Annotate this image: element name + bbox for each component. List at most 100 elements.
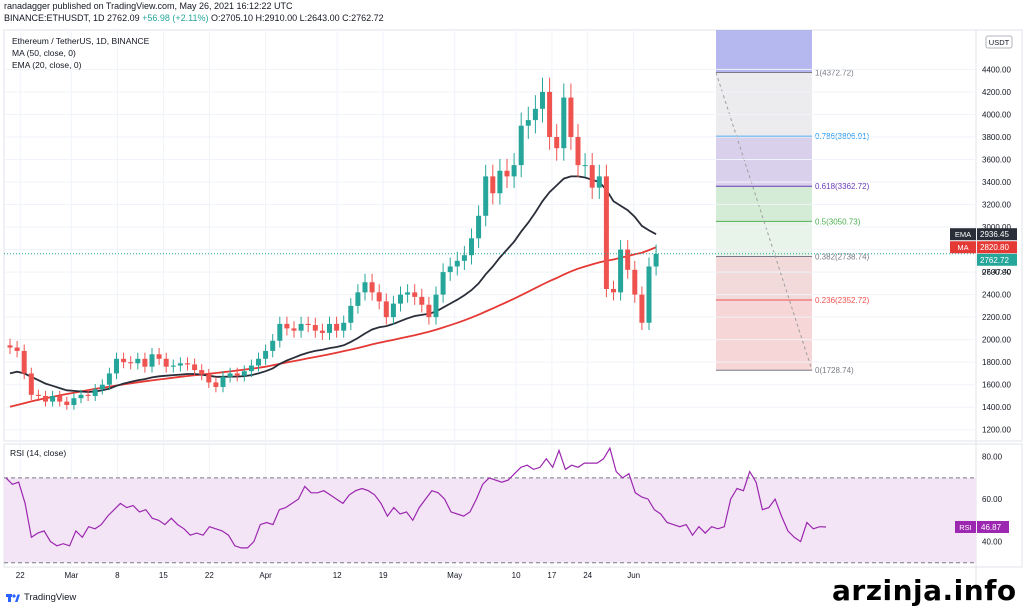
ma-price-tag-label-bg xyxy=(950,241,976,254)
time-tick-label: 15 xyxy=(159,571,168,580)
rsi-tag-value: 46.87 xyxy=(981,523,1002,532)
candle-body xyxy=(256,358,261,366)
fib-zone-0.5 xyxy=(716,186,812,222)
candle-body xyxy=(454,260,460,267)
rsi-legend[interactable]: RSI (14, close) xyxy=(10,448,67,458)
candle-body xyxy=(355,292,361,306)
candle-body xyxy=(341,322,347,331)
fib-level-label: 0.5(3050.73) xyxy=(815,217,861,226)
candle-body xyxy=(114,358,119,374)
rsi-tick-label: 80.00 xyxy=(982,453,1003,462)
watermark: arzinja.info xyxy=(832,574,1017,607)
symbol-info: BINANCE:ETHUSDT, 1D 2762.09 +56.98 (+2.1… xyxy=(4,13,384,23)
time-tick-label: Jun xyxy=(627,571,640,580)
ema-price-tag: EMA 2936.45 xyxy=(950,228,1017,241)
candle-body xyxy=(376,292,382,302)
time-tick-label: 24 xyxy=(583,571,592,580)
candle-body xyxy=(92,389,98,396)
candles-group xyxy=(7,77,659,410)
candle-body xyxy=(277,323,283,341)
candle-body xyxy=(554,136,560,149)
publisher-name: ranadagger xyxy=(4,1,51,11)
candle-body xyxy=(319,330,325,333)
candle-body xyxy=(334,323,340,331)
rsi-tag-label-bg xyxy=(955,520,976,533)
candle-body xyxy=(596,176,602,188)
ema-price-tag-value: 2936.45 xyxy=(980,230,1009,239)
price-tick-label: 2400.00 xyxy=(982,291,1011,300)
rsi-band xyxy=(4,477,976,563)
candle-body xyxy=(603,176,609,289)
price-tick-label: 1600.00 xyxy=(982,381,1011,390)
price-tick-label: 3200.00 xyxy=(982,201,1011,210)
candle-body xyxy=(199,370,205,375)
candle-body xyxy=(625,249,631,270)
price-tick-label: 4400.00 xyxy=(982,65,1011,74)
candle-body xyxy=(504,170,510,177)
candle-body xyxy=(561,97,567,149)
rsi-tick-label: 40.00 xyxy=(982,538,1003,547)
candle-body xyxy=(348,305,354,323)
time-tick-label: 22 xyxy=(16,571,25,580)
candle-body xyxy=(263,350,269,359)
candle-body xyxy=(142,358,148,367)
ma-legend[interactable]: MA (50, close, 0) xyxy=(12,48,76,58)
candle-body xyxy=(78,394,84,399)
last-price-tag: 2762.72 xyxy=(977,253,1017,266)
price-tick-label: 4200.00 xyxy=(982,88,1011,97)
rsi-tag-label: RSI xyxy=(959,523,972,532)
ema-price-tag-label: EMA xyxy=(955,230,971,239)
last-price-tag-value: 2762.72 xyxy=(980,256,1009,265)
fib-level-label: 0(1728.74) xyxy=(815,366,854,375)
price-tick-label: 1800.00 xyxy=(982,358,1011,367)
candle-body xyxy=(532,108,538,121)
brand-label: TradingView xyxy=(24,592,77,603)
candle-body xyxy=(327,323,332,333)
currency-badge xyxy=(985,35,1013,49)
time-tick-label: 17 xyxy=(547,571,556,580)
price-tick-label: 4000.00 xyxy=(982,110,1011,119)
tradingview-brand[interactable]: TradingView xyxy=(6,592,76,603)
candle-body xyxy=(298,323,304,331)
fib-zone-0 xyxy=(716,299,812,371)
time-tick-label: 22 xyxy=(205,571,214,580)
time-tick-label: 12 xyxy=(333,571,342,580)
candle-body xyxy=(163,358,169,367)
price-tick-label: 1400.00 xyxy=(982,403,1011,412)
candle-body xyxy=(14,347,20,351)
price-tick-label: 1200.00 xyxy=(982,426,1011,435)
candle-body xyxy=(469,238,474,256)
candle-body xyxy=(653,253,659,267)
time-tick-label: May xyxy=(447,571,462,580)
ema-legend[interactable]: EMA (20, close, 0) xyxy=(12,60,82,70)
candle-body xyxy=(291,328,297,331)
candle-body xyxy=(85,394,91,396)
fib-zone-0.786 xyxy=(716,72,812,137)
rsi-tag-value-bg xyxy=(977,520,1009,533)
candle-body xyxy=(525,120,531,126)
candle-body xyxy=(35,394,41,396)
price-tick-label: 3800.00 xyxy=(982,133,1011,142)
candle-body xyxy=(234,373,240,376)
price-change: +56.98 (+2.11%) xyxy=(142,13,209,23)
candle-body xyxy=(305,323,311,326)
candle-body xyxy=(461,255,467,261)
candle-body xyxy=(312,325,318,331)
candle-body xyxy=(433,294,439,318)
fib-trend-line xyxy=(715,72,813,371)
ema20-line xyxy=(9,175,657,393)
candle-body xyxy=(547,91,553,137)
chart-title: Ethereum / TetherUS, 1D, BINANCE xyxy=(12,36,150,46)
candle-body xyxy=(447,266,453,273)
fib-level-label: 0.618(3362.72) xyxy=(815,182,870,191)
price-tick-label: 2200.00 xyxy=(982,313,1011,322)
ema-price-tag-value-bg xyxy=(977,228,1017,241)
candle-body xyxy=(390,303,396,318)
ema-price-tag-label-bg xyxy=(950,228,976,241)
candle-body xyxy=(540,91,545,109)
candle-body xyxy=(611,288,616,293)
ma-price-tag-value-bg xyxy=(977,241,1017,254)
time-tick-label: 8 xyxy=(115,571,120,580)
candle-body xyxy=(575,136,581,166)
